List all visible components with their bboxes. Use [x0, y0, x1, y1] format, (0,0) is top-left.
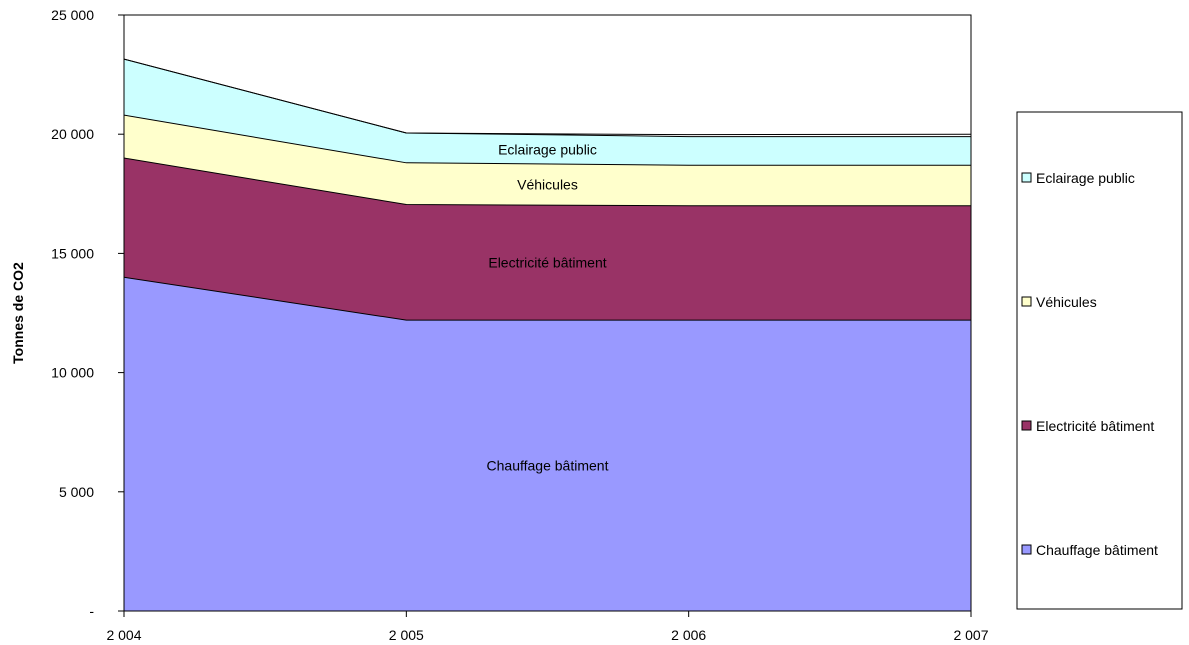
legend-frame [1016, 111, 1183, 610]
area-series-0 [124, 277, 971, 611]
x-tick-label: 2 004 [106, 627, 141, 643]
area-label: Chauffage bâtiment [487, 458, 609, 474]
legend-entry-label: Véhicules [1036, 294, 1097, 310]
area-label: Véhicules [517, 177, 578, 193]
areas-layer [124, 59, 971, 611]
area-series-0-top-line [123, 276, 971, 321]
legend-swatch [1021, 420, 1032, 431]
x-tick-label: 2 005 [389, 627, 424, 643]
legend: Eclairage public Véhicules Electricité bât… [1016, 111, 1183, 610]
legend-entry-label: Eclairage public [1036, 170, 1135, 186]
lines-layer [123, 58, 972, 321]
area-series-2 [124, 115, 971, 206]
y-tick-label: 20 000 [51, 126, 94, 142]
legend-swatch [1021, 296, 1032, 307]
area-labels: Chauffage bâtiment Electricité bâtiment Vé… [487, 141, 609, 473]
area-series-2-top-line [123, 114, 971, 166]
area-series-3 [124, 59, 971, 166]
plot-area-frame [123, 14, 972, 612]
x-tick-label: 2 006 [671, 627, 706, 643]
y-axis: - 5 000 10 000 15 000 20 000 25 000 [51, 7, 124, 619]
area-label: Eclairage public [498, 141, 597, 157]
legend-entry-label: Electricité bâtiment [1036, 418, 1154, 434]
y-axis-title: Tonnes de CO2 [10, 262, 26, 364]
legend-entry-label: Chauffage bâtiment [1036, 542, 1158, 558]
x-tick-label: 2 007 [953, 627, 988, 643]
legend-swatch [1021, 544, 1032, 555]
y-tick-label: 10 000 [51, 365, 94, 381]
x-axis: 2 004 2 005 2 006 2 007 [106, 611, 989, 643]
y-tick-label: 5 000 [59, 484, 94, 500]
y-tick-label: 15 000 [51, 245, 94, 261]
legend-swatch [1021, 172, 1032, 183]
area-series-1 [124, 158, 971, 321]
y-tick-label: - [89, 603, 94, 619]
area-label: Electricité bâtiment [488, 255, 606, 271]
area-series-4-top-line [123, 58, 972, 136]
y-tick-label: 25 000 [51, 7, 94, 23]
area-series-1-top-line [123, 157, 971, 207]
